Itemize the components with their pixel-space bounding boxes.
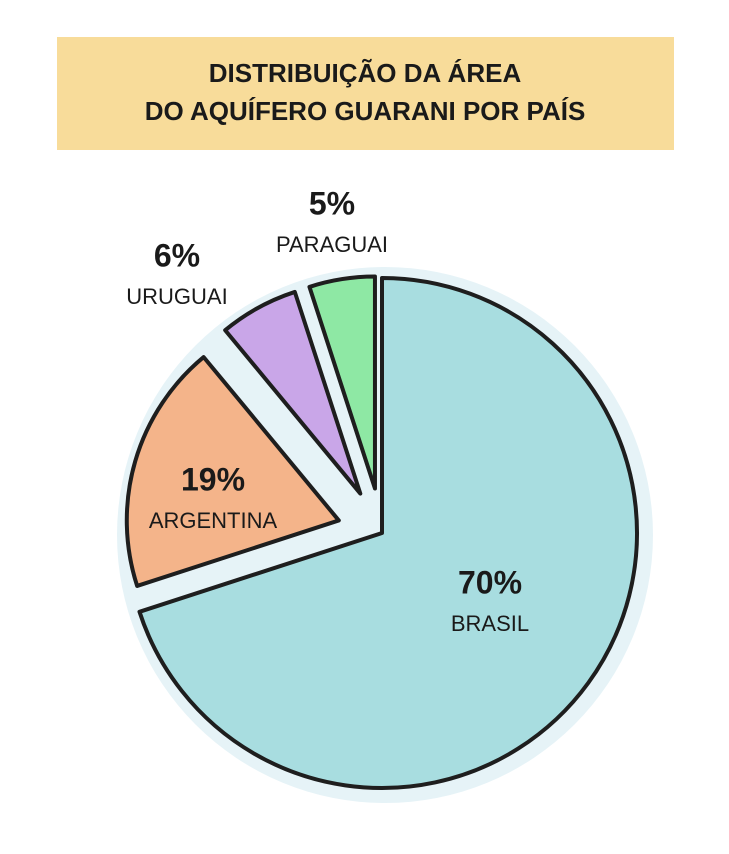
category-label: ARGENTINA	[149, 508, 278, 533]
category-label: URUGUAI	[126, 284, 227, 309]
chart-title: DISTRIBUIÇÃO DA ÁREA	[209, 58, 522, 88]
value-label: 19%	[181, 461, 245, 497]
title-box	[57, 37, 674, 150]
pie-slice	[223, 289, 363, 496]
value-label: 6%	[154, 237, 200, 273]
pie-slice	[307, 274, 377, 491]
pie-slice	[137, 276, 639, 790]
chart-title: DO AQUÍFERO GUARANI POR PAÍS	[145, 96, 586, 126]
value-label: 70%	[458, 564, 522, 600]
pie-slice	[124, 355, 341, 588]
category-label: BRASIL	[451, 611, 529, 636]
category-label: PARAGUAI	[276, 232, 388, 257]
value-label: 5%	[309, 185, 355, 221]
